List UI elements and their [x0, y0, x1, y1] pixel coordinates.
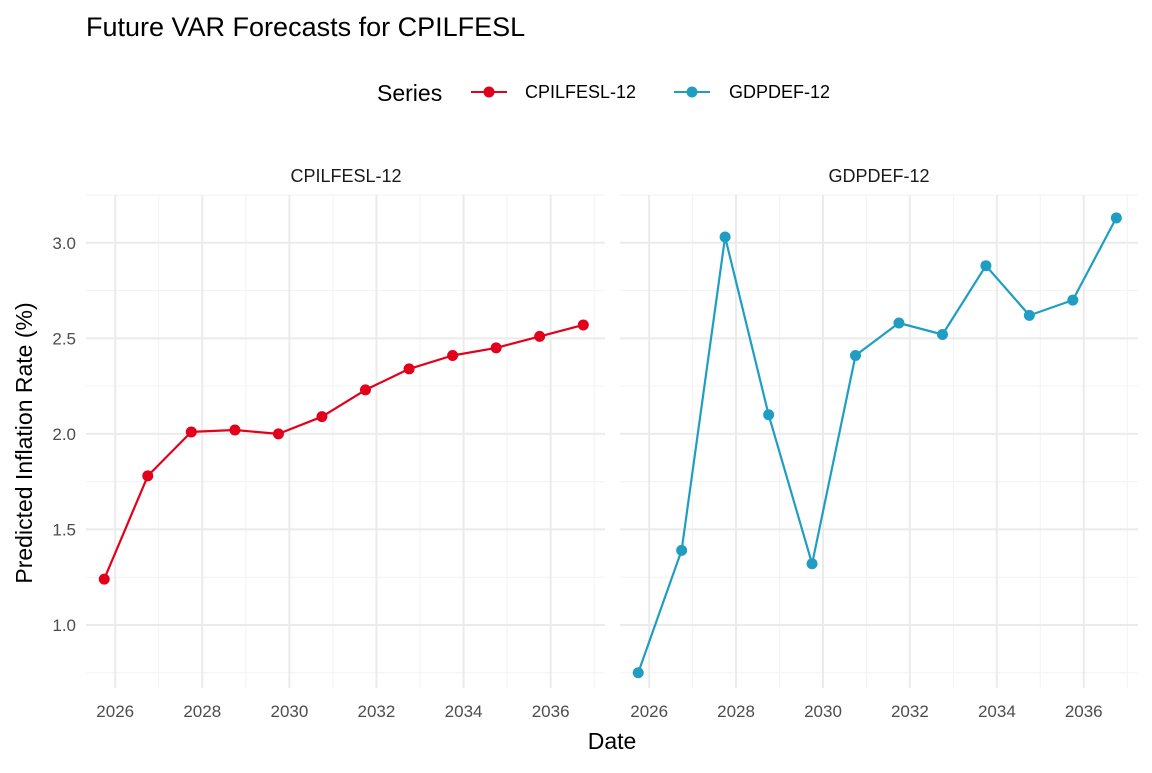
- data-point: [806, 558, 818, 570]
- y-tick-label: 1.5: [52, 520, 76, 539]
- data-point: [893, 317, 905, 329]
- chart-title: Future VAR Forecasts for CPILFESL: [86, 12, 525, 42]
- data-point: [632, 667, 644, 679]
- x-tick-label: 2036: [532, 702, 570, 721]
- data-point: [98, 573, 110, 585]
- x-tick-label: 2026: [96, 702, 134, 721]
- data-point: [849, 350, 861, 362]
- data-point: [142, 470, 154, 482]
- data-point: [229, 424, 241, 436]
- legend: Series CPILFESL-12 GDPDEF-12: [377, 80, 830, 106]
- data-point: [1067, 294, 1079, 306]
- x-tick-label: 2032: [891, 702, 929, 721]
- legend-label-gdpdef: GDPDEF-12: [729, 82, 830, 102]
- data-point: [185, 426, 197, 438]
- x-tick-label: 2028: [183, 702, 221, 721]
- data-point: [763, 409, 775, 421]
- x-tick-label: 2026: [630, 702, 668, 721]
- data-point: [359, 384, 371, 396]
- y-tick-label: 3.0: [52, 234, 76, 253]
- series-line-gdpdef-12: [637, 217, 1118, 674]
- x-axis-label: Date: [588, 728, 637, 754]
- legend-label-cpilfesl: CPILFESL-12: [525, 82, 636, 102]
- data-point: [403, 363, 415, 375]
- y-axis-label: Predicted Inflation Rate (%): [11, 302, 37, 583]
- series-line-cpilfesl-12: [103, 323, 584, 580]
- x-tick-label: 2030: [270, 702, 308, 721]
- data-point: [272, 428, 284, 440]
- x-tick-label: 2034: [445, 702, 483, 721]
- legend-key-point-cpilfesl: [483, 86, 495, 98]
- data-point: [676, 544, 688, 556]
- data-point: [316, 411, 328, 423]
- y-tick-label: 1.0: [52, 616, 76, 635]
- y-tick-label: 2.5: [52, 329, 76, 348]
- x-tick-label: 2030: [804, 702, 842, 721]
- legend-key-point-gdpdef: [686, 86, 698, 98]
- data-point: [447, 350, 459, 362]
- data-point: [980, 260, 992, 272]
- facet-strip-cpilfesl: CPILFESL-12: [290, 166, 401, 186]
- x-tick-label: 2028: [717, 702, 755, 721]
- data-point: [490, 342, 502, 354]
- panel-1: 2026 2028 2030 2032 2034 2036: [620, 194, 1138, 721]
- y-tick-label: 2.0: [52, 425, 76, 444]
- panel-0: 2026 2028 2030 2032 2034 2036 1.0 1.5 2.0 2.5 3.0: [52, 194, 605, 721]
- panels: 2026 2028 2030 2032 2034 20361.01.52.02.53.02…: [52, 194, 1138, 721]
- data-point: [719, 231, 731, 243]
- x-tick-label: 2036: [1065, 702, 1103, 721]
- data-point: [1023, 309, 1035, 321]
- data-point: [577, 319, 589, 331]
- legend-title: Series: [377, 80, 442, 106]
- facet-strip-gdpdef: GDPDEF-12: [828, 166, 929, 186]
- data-point: [1110, 212, 1122, 224]
- data-point: [936, 328, 948, 340]
- x-tick-label: 2034: [978, 702, 1016, 721]
- x-tick-label: 2032: [358, 702, 396, 721]
- data-point: [534, 330, 546, 342]
